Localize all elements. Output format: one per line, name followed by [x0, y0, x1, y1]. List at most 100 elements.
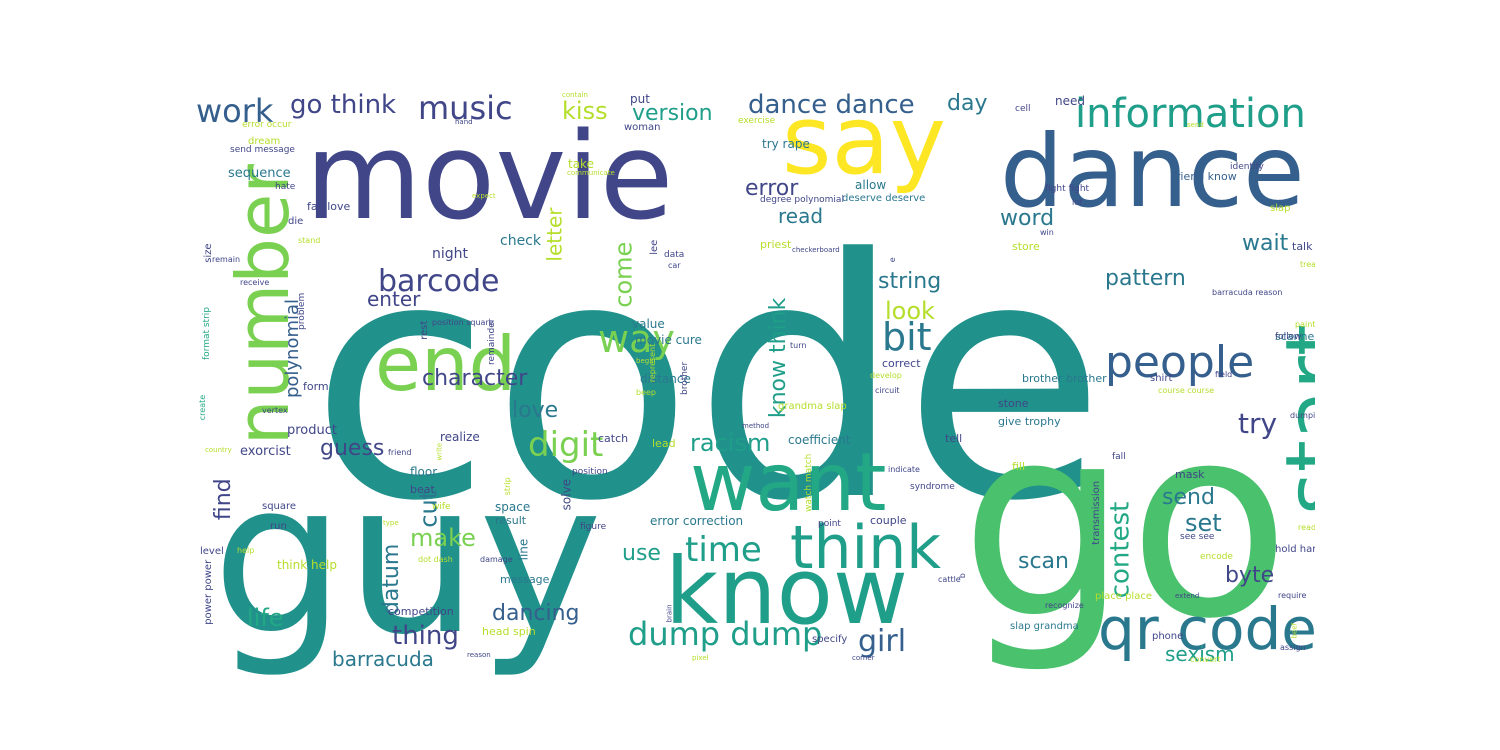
word-tell: tell	[945, 432, 963, 446]
word-level: level	[200, 546, 224, 558]
word-slap: slap	[1270, 203, 1291, 215]
word-syndrome: syndrome	[910, 481, 955, 492]
word-car: car	[668, 260, 681, 270]
word-sexism: sexism	[1165, 642, 1235, 667]
word-barcode: barcode	[378, 263, 500, 299]
word-strip: strip	[502, 477, 512, 495]
word-require: require	[1278, 590, 1307, 600]
word-go-think: go think	[290, 89, 397, 120]
word-treat: treat	[1300, 259, 1315, 269]
word-take: take	[568, 156, 594, 171]
word-beat: beat	[410, 483, 435, 497]
word-know: know	[665, 538, 909, 646]
word-friend-know: friend know	[1172, 170, 1237, 184]
word-deserve-deserve: deserve deserve	[842, 193, 926, 205]
word-version: version	[632, 100, 713, 126]
word-friend: friend	[388, 447, 412, 457]
word-enter: enter	[367, 287, 421, 312]
word-error: error	[745, 175, 799, 201]
word-send: send	[1187, 120, 1204, 129]
word-send-message: send message	[230, 144, 295, 155]
word-begin: begin	[636, 356, 656, 365]
word-data: data	[664, 249, 685, 260]
word-encode: encode	[1200, 551, 1233, 562]
word-write: write	[435, 442, 444, 460]
word-letter: letter	[542, 207, 567, 262]
word-dream: dream	[248, 136, 281, 148]
word-need: need	[1055, 93, 1085, 108]
word-exorcist: exorcist	[240, 443, 291, 459]
word-brother: brother	[679, 361, 690, 395]
word-help: help	[237, 545, 255, 555]
word-power-power: power power	[203, 559, 215, 625]
word-catch: catch	[598, 432, 629, 446]
word-format-strip: format strip	[201, 306, 212, 360]
word-fall-love: fall love	[307, 200, 351, 214]
word-couple: couple	[870, 514, 907, 528]
word-field: field	[1215, 369, 1233, 379]
word-word: word	[1000, 205, 1055, 231]
word-use: use	[622, 540, 661, 566]
word-remain: remain	[212, 254, 241, 264]
word-find: find	[210, 478, 236, 520]
word-win: win	[1040, 227, 1054, 237]
word-try: try	[1238, 407, 1278, 441]
word-lot: lot	[1072, 197, 1083, 207]
word-night: night	[432, 246, 469, 263]
word-stone: stone	[998, 397, 1029, 411]
word-brain: brain	[665, 603, 674, 622]
word-think-help: think help	[277, 557, 337, 572]
word-scan: scan	[1018, 548, 1069, 574]
word-fight-fight: fight fight	[1045, 183, 1090, 194]
word-rest: rest	[419, 320, 431, 340]
word-end: end	[375, 319, 517, 408]
word-vertex: vertex	[262, 405, 288, 415]
word-degree-polynomial: degree polynomial	[760, 194, 844, 205]
word-position-square: position square	[432, 317, 494, 327]
word-set: set	[1185, 509, 1222, 538]
word-beef: beef	[1290, 622, 1299, 638]
word-indicate: indicate	[888, 464, 920, 474]
word-talk: talk	[1292, 240, 1313, 254]
word-dance: dance	[1000, 113, 1305, 230]
word-guess: guess	[320, 435, 385, 461]
word-lee: lee	[649, 239, 661, 255]
word-coefficient: coefficient	[788, 432, 851, 447]
word-store: store	[1012, 240, 1040, 254]
word-follow: follow	[1275, 331, 1302, 342]
word-dot-dash: dot dash	[418, 554, 453, 564]
word-recognize: recognize	[1045, 600, 1084, 610]
word-say: say	[782, 85, 946, 196]
word-distance: distance	[640, 371, 691, 386]
word-reason: reason	[467, 650, 491, 659]
word-woman: woman	[624, 122, 661, 134]
word-dancing: dancing	[492, 600, 580, 626]
word-e: e	[887, 257, 897, 262]
word-beep: beep	[636, 387, 656, 397]
word-identify: identify	[1230, 161, 1264, 172]
word-kiss: kiss	[562, 97, 608, 126]
word-stand: stand	[298, 235, 321, 245]
word-string: string	[878, 268, 942, 294]
word-phone: phone	[1152, 631, 1184, 643]
word-realize: realize	[440, 429, 480, 444]
word-cattle: cattle	[938, 574, 961, 584]
word-head-spin: head spin	[482, 625, 536, 639]
word-competition: competition	[388, 605, 454, 619]
word-people: people	[1105, 336, 1255, 388]
word-lead: lead	[652, 437, 676, 451]
word-want: want	[690, 435, 887, 529]
word-pattern: pattern	[1105, 265, 1186, 291]
word-byte: byte	[1225, 562, 1275, 588]
word-sequence: sequence	[228, 165, 291, 181]
word-dumping: dumping	[1290, 410, 1315, 420]
word-method: method	[742, 421, 770, 430]
word-watch-match: watch match	[803, 453, 814, 512]
word-digit: digit	[528, 425, 604, 466]
word-message: message	[500, 573, 550, 587]
word-fall: fall	[1112, 451, 1126, 462]
word-work: work	[196, 92, 274, 131]
word-go: go	[960, 369, 1291, 675]
word-exercise: exercise	[738, 115, 776, 126]
word-turn: turn	[790, 340, 807, 350]
